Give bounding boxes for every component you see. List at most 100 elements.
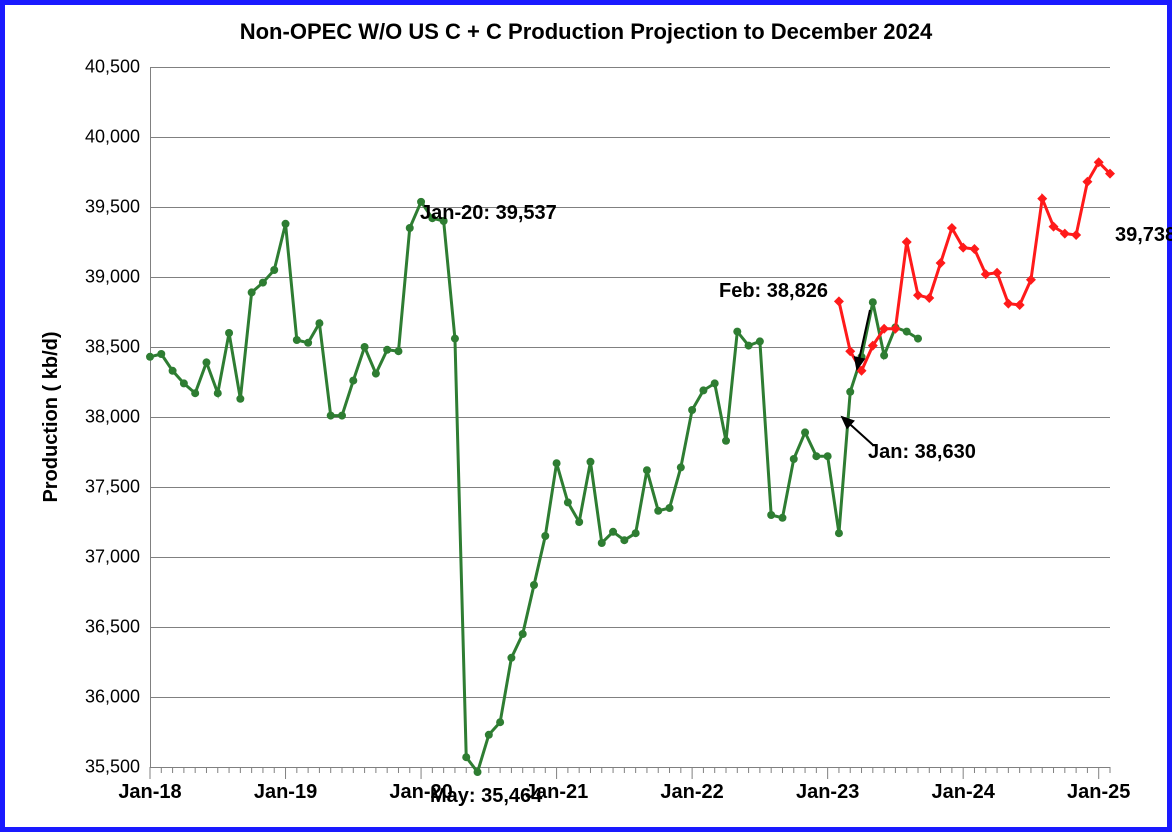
y-tick-label: 35,500 [75,757,140,778]
series-marker [1026,275,1036,285]
x-tick-label: Jan-23 [796,781,859,804]
series-layer [150,67,1110,767]
series-marker [372,370,380,378]
series-marker [981,269,991,279]
series-marker [666,504,674,512]
series-marker [598,539,606,547]
series-marker [1071,230,1081,240]
series-marker [146,353,154,361]
series-marker [394,347,402,355]
series-marker [812,452,820,460]
series-marker [902,237,912,247]
y-tick-label: 38,500 [75,337,140,358]
series-marker [1015,300,1025,310]
series-marker [913,290,923,300]
annotation-label: Feb: 38,826 [719,280,828,303]
chart-title: Non-OPEC W/O US C + C Production Project… [5,19,1167,45]
y-tick-label: 39,000 [75,267,140,288]
series-marker [530,581,538,589]
series-marker [722,437,730,445]
series-marker [801,428,809,436]
series-marker [609,528,617,536]
annotation-label: May: 35,464 [430,785,542,808]
x-tick-label: Jan-19 [254,781,317,804]
x-tick-label: Jan-18 [118,781,181,804]
series-marker [293,336,301,344]
series-marker [733,328,741,336]
y-tick-label: 36,500 [75,617,140,638]
series-marker [711,379,719,387]
series-marker [519,630,527,638]
series-marker [496,718,504,726]
series-marker [236,395,244,403]
series-marker [259,279,267,287]
series-marker [180,379,188,387]
series-marker [924,293,934,303]
series-marker [834,296,844,306]
series-marker [699,386,707,394]
y-tick-label: 38,000 [75,407,140,428]
series-marker [485,731,493,739]
series-marker [248,288,256,296]
series-marker [157,350,165,358]
series-marker [778,514,786,522]
series-marker [756,337,764,345]
series-marker [880,351,888,359]
series-marker [835,529,843,537]
y-tick-label: 40,500 [75,57,140,78]
series-marker [282,220,290,228]
series-marker [643,466,651,474]
series-marker [677,463,685,471]
x-tick-label: Jan-24 [931,781,994,804]
y-axis-title: Production ( kb/d) [40,331,63,502]
annotation-label: Jan: 38,630 [868,441,976,464]
series-marker [315,319,323,327]
y-tick-label: 37,500 [75,477,140,498]
annotation-label: Jan-20: 39,537 [420,202,557,225]
x-tick-label: Jan-22 [660,781,723,804]
series-marker [406,224,414,232]
series-marker [790,455,798,463]
x-tick-label: Jan-25 [1067,781,1130,804]
series-marker [361,343,369,351]
y-tick-label: 36,000 [75,687,140,708]
series-marker [225,329,233,337]
series-marker [349,377,357,385]
series-marker [846,388,854,396]
series-marker [869,298,877,306]
series-marker [383,346,391,354]
series-marker [824,452,832,460]
series-marker [553,459,561,467]
series-marker [936,258,946,268]
series-marker [214,389,222,397]
series-marker [541,532,549,540]
series-marker [1003,299,1013,309]
series-marker [654,507,662,515]
series-marker [586,458,594,466]
series-marker [202,358,210,366]
series-marker [507,654,515,662]
series-marker [451,335,459,343]
annotation-label: 39,738 [1115,224,1172,247]
series-marker [767,511,775,519]
y-tick-label: 37,000 [75,547,140,568]
series-marker [304,339,312,347]
series-marker [327,412,335,420]
plot-area [150,67,1110,767]
series-marker [169,367,177,375]
series-marker [474,768,482,776]
series-marker [338,412,346,420]
series-marker [745,342,753,350]
chart-frame: Non-OPEC W/O US C + C Production Project… [0,0,1172,832]
series-marker [462,753,470,761]
y-tick-label: 39,500 [75,197,140,218]
series-marker [270,266,278,274]
series-marker [191,389,199,397]
series-marker [1037,194,1047,204]
series-marker [575,518,583,526]
series-marker [688,406,696,414]
series-marker [992,268,1002,278]
series-marker [969,244,979,254]
y-tick-label: 40,000 [75,127,140,148]
series-marker [914,335,922,343]
